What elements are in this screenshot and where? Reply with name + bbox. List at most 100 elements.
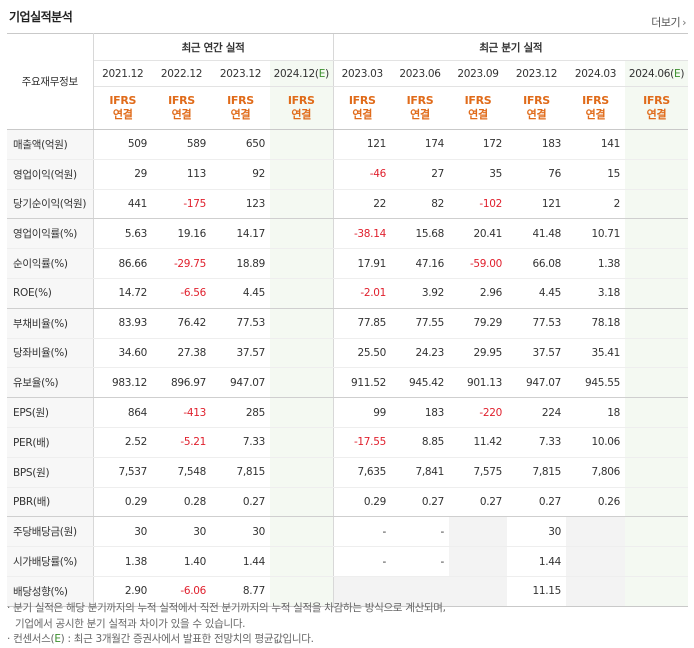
- financial-table: 주요재무정보 최근 연간 실적 최근 분기 실적 2021.12 2022.12 2…: [7, 33, 688, 607]
- table-row: 당기순이익(억원) 441 -175 123 22 82 -102 121 2: [7, 189, 688, 220]
- table-cell: 20.41: [449, 218, 507, 250]
- table-cell: 947.07: [507, 367, 566, 399]
- table-cell: 224: [507, 397, 566, 428]
- table-cell: 15: [566, 159, 625, 190]
- table-cell: [625, 189, 688, 220]
- row-label: PER(배): [7, 427, 94, 458]
- table-cell: 66.08: [507, 248, 566, 279]
- table-cell: 174: [391, 129, 449, 160]
- table-cell: 2.96: [449, 278, 507, 309]
- table-cell: [270, 159, 333, 190]
- table-cell: [625, 308, 688, 339]
- row-label: 부채비율(%): [7, 308, 94, 339]
- table-cell: 35.41: [566, 338, 625, 369]
- table-cell: [270, 248, 333, 279]
- table-cell: [270, 427, 333, 458]
- table-cell: 0.27: [391, 487, 449, 518]
- table-cell: 2: [566, 189, 625, 220]
- table-cell: 15.68: [391, 218, 449, 250]
- accounting-standard: IFRS 연결: [566, 86, 625, 130]
- row-label: 배당성향(%): [7, 576, 94, 607]
- table-cell: 1.44: [211, 546, 270, 577]
- table-cell: 86.66: [93, 248, 152, 279]
- row-label: 당좌비율(%): [7, 338, 94, 369]
- table-cell: [625, 576, 688, 607]
- table-row: PER(배) 2.52 -5.21 7.33 -17.55 8.85 11.42 7.33 10…: [7, 427, 688, 458]
- table-cell: [270, 516, 333, 548]
- period-header: 2024.12(E): [270, 60, 333, 87]
- table-cell: [625, 159, 688, 190]
- table-cell: 30: [507, 516, 566, 548]
- table-row: EPS(원) 864 -413 285 99 183 -220 224 18: [7, 397, 688, 428]
- table-cell: 7,537: [93, 457, 152, 488]
- table-cell: 4.45: [507, 278, 566, 309]
- table-cell: 947.07: [211, 367, 270, 399]
- table-cell: 77.53: [507, 308, 566, 339]
- row-label: 주당배당금(원): [7, 516, 94, 548]
- table-cell: 35: [449, 159, 507, 190]
- table-cell: 983.12: [93, 367, 152, 399]
- table-row: 당좌비율(%) 34.60 27.38 37.57 25.50 24.23 29.95 37.…: [7, 338, 688, 369]
- table-cell: 945.55: [566, 367, 625, 399]
- table-cell: 901.13: [449, 367, 507, 399]
- table-cell: -6.56: [152, 278, 211, 309]
- table-cell: 10.71: [566, 218, 625, 250]
- table-cell: 123: [211, 189, 270, 220]
- table-cell: 183: [391, 397, 449, 428]
- row-label: 유보율(%): [7, 367, 94, 399]
- table-cell: 1.38: [566, 248, 625, 279]
- table-row: 부채비율(%) 83.93 76.42 77.53 77.85 77.55 79.29 77.…: [7, 308, 688, 339]
- period-header: 2022.12: [152, 60, 211, 87]
- table-cell: 7,815: [507, 457, 566, 488]
- table-row: 영업이익(억원) 29 113 92 -46 27 35 76 15: [7, 159, 688, 190]
- table-cell: [625, 546, 688, 577]
- table-cell: 10.06: [566, 427, 625, 458]
- accounting-standard: IFRS 연결: [211, 86, 270, 130]
- table-cell: [625, 367, 688, 399]
- table-cell: 141: [566, 129, 625, 160]
- table-cell: 2.90: [93, 576, 152, 607]
- table-cell: 7,815: [211, 457, 270, 488]
- table-row: 유보율(%) 983.12 896.97 947.07 911.52 945.42 901.…: [7, 367, 688, 399]
- table-cell: [566, 576, 625, 607]
- table-cell: [625, 248, 688, 279]
- table-cell: [625, 338, 688, 369]
- table-cell: 83.93: [93, 308, 152, 339]
- table-cell: 5.63: [93, 218, 152, 250]
- table-cell: [270, 367, 333, 399]
- row-label: BPS(원): [7, 457, 94, 488]
- table-cell: 3.92: [391, 278, 449, 309]
- table-cell: [270, 487, 333, 518]
- table-cell: 34.60: [93, 338, 152, 369]
- table-cell: 29.95: [449, 338, 507, 369]
- table-cell: 30: [93, 516, 152, 548]
- period-header: 2023.09: [449, 60, 507, 87]
- accounting-standard: IFRS 연결: [270, 86, 333, 130]
- table-cell: [566, 516, 625, 548]
- table-cell: -413: [152, 397, 211, 428]
- table-cell: -2.01: [332, 278, 391, 309]
- table-cell: 121: [332, 129, 391, 160]
- period-header: 2023.12: [507, 60, 566, 87]
- table-cell: 1.40: [152, 546, 211, 577]
- accounting-standard: IFRS 연결: [625, 86, 688, 130]
- table-row: 시가배당률(%) 1.38 1.40 1.44- -1.44: [7, 546, 688, 577]
- table-cell: -5.21: [152, 427, 211, 458]
- table-cell: 27.38: [152, 338, 211, 369]
- table-cell: 92: [211, 159, 270, 190]
- table-cell: [625, 487, 688, 518]
- row-label: 영업이익(억원): [7, 159, 94, 190]
- table-cell: 17.91: [332, 248, 391, 279]
- table-cell: 121: [507, 189, 566, 220]
- table-cell: 896.97: [152, 367, 211, 399]
- table-cell: 11.15: [507, 576, 566, 607]
- table-cell: [270, 546, 333, 577]
- table-cell: 7,575: [449, 457, 507, 488]
- more-link[interactable]: 더보기 ›: [651, 14, 686, 30]
- table-cell: -102: [449, 189, 507, 220]
- table-row: PBR(배) 0.29 0.28 0.27 0.29 0.27 0.27 0.27 0.26: [7, 487, 688, 518]
- table-cell: 7.33: [507, 427, 566, 458]
- row-label: PBR(배): [7, 487, 94, 518]
- table-cell: 24.23: [391, 338, 449, 369]
- row-label: 매출액(억원): [7, 129, 94, 160]
